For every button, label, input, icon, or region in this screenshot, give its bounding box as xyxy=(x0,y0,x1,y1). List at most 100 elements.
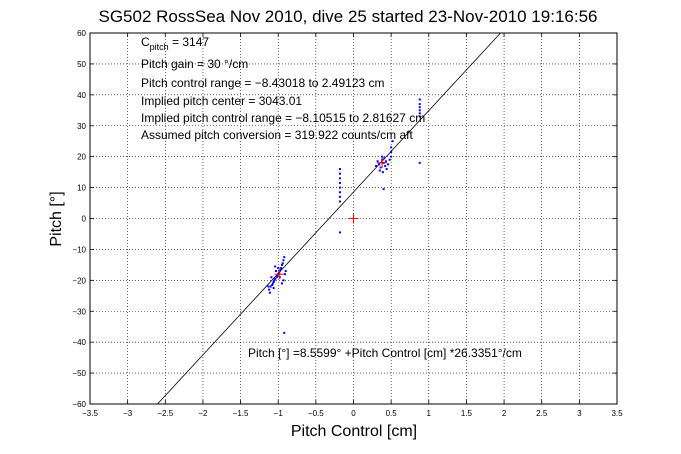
data-point xyxy=(382,188,385,191)
data-point xyxy=(269,285,272,288)
data-point xyxy=(282,279,285,282)
fit-equation-label: Pitch [°] =8.5599° +Pitch Control [cm] *… xyxy=(248,346,522,360)
data-point xyxy=(418,109,421,112)
data-point xyxy=(390,146,393,149)
data-point xyxy=(375,164,378,167)
annotation-implied-center: Implied pitch center = 3043.01 xyxy=(141,94,302,108)
data-point xyxy=(338,172,341,175)
data-point xyxy=(338,168,341,171)
data-point xyxy=(271,283,274,286)
x-tick-label: −0.5 xyxy=(308,409,324,418)
data-point xyxy=(282,259,285,262)
x-tick-label: −1.5 xyxy=(233,409,249,418)
data-point xyxy=(384,160,387,163)
data-point xyxy=(275,276,278,279)
data-point xyxy=(274,277,277,280)
data-point xyxy=(378,163,381,166)
data-point xyxy=(280,266,283,269)
data-point xyxy=(379,166,382,169)
data-point xyxy=(390,155,393,158)
data-point xyxy=(418,161,421,164)
data-point xyxy=(272,287,275,290)
y-tick-label: −30 xyxy=(72,307,86,316)
x-tick-label: 3 xyxy=(577,409,582,418)
x-axis-label: Pitch Control [cm] xyxy=(291,423,417,440)
x-tick-label: 2.5 xyxy=(536,409,548,418)
data-point xyxy=(271,282,274,285)
data-point xyxy=(418,112,421,115)
y-tick-label: −20 xyxy=(72,276,86,285)
data-point xyxy=(280,282,283,285)
data-point xyxy=(418,103,421,106)
data-point xyxy=(277,271,280,274)
data-point xyxy=(279,268,282,271)
data-point xyxy=(272,280,275,283)
annotation-assumed-conversion: Assumed pitch conversion = 319.922 count… xyxy=(141,128,413,142)
x-tick-label: 2 xyxy=(502,409,507,418)
data-point xyxy=(381,171,384,174)
data-point xyxy=(338,181,341,184)
data-point xyxy=(390,151,393,154)
x-tick-label: −3 xyxy=(123,409,133,418)
x-tick-label: −2 xyxy=(198,409,208,418)
data-point xyxy=(391,140,394,143)
data-points xyxy=(267,98,421,334)
data-point xyxy=(418,115,421,118)
data-point xyxy=(281,262,284,265)
data-point xyxy=(338,231,341,234)
data-point xyxy=(276,274,279,277)
x-tick-label: 1 xyxy=(427,409,432,418)
data-point xyxy=(383,157,386,160)
y-tick-label: 40 xyxy=(77,91,86,100)
x-tick-label: 1.5 xyxy=(461,409,473,418)
data-point xyxy=(270,276,273,279)
data-point xyxy=(267,285,270,288)
y-tick-label: −40 xyxy=(72,338,86,347)
x-tick-label: 0.5 xyxy=(386,409,398,418)
data-point xyxy=(385,168,388,171)
data-point xyxy=(378,169,381,172)
y-tick-label: 50 xyxy=(77,60,86,69)
x-tick-labels: −3.5 −3 −2.5 −2 −1.5 −1 −0.5 0 0.5 1 1.5 2 2.5 3 3.5 xyxy=(82,409,623,418)
y-axis-label: Pitch [°] xyxy=(48,191,65,246)
data-point xyxy=(283,331,286,334)
data-point xyxy=(388,158,391,161)
data-point xyxy=(283,256,286,259)
data-point xyxy=(376,160,379,163)
data-point xyxy=(338,195,341,198)
fit-line-layer xyxy=(157,32,501,405)
data-point xyxy=(284,270,287,273)
data-point xyxy=(418,106,421,109)
annotation-pitch-gain: Pitch gain = 30 °/cm xyxy=(141,57,248,71)
y-tick-label: −50 xyxy=(72,369,86,378)
x-tick-label: −3.5 xyxy=(82,409,98,418)
y-tick-label: 60 xyxy=(77,29,86,38)
data-point xyxy=(274,270,277,273)
fit-line xyxy=(157,32,501,405)
x-tick-label: −1 xyxy=(274,409,284,418)
annotation-c-pitch: Cpitch = 3147 xyxy=(141,35,209,52)
data-point xyxy=(381,155,384,158)
data-point xyxy=(338,200,341,203)
data-point xyxy=(283,273,286,276)
y-tick-label: 20 xyxy=(77,153,86,162)
data-point xyxy=(277,266,280,269)
data-point xyxy=(268,291,271,294)
data-point xyxy=(280,263,283,266)
data-point xyxy=(274,265,277,268)
data-point xyxy=(273,279,276,282)
chart-title: SG502 RossSea Nov 2010, dive 25 started … xyxy=(99,7,598,26)
data-point xyxy=(338,191,341,194)
y-tick-label: −60 xyxy=(72,400,86,409)
data-point xyxy=(384,164,387,167)
data-point xyxy=(418,98,421,101)
annotation-block: Cpitch = 3147 Pitch gain = 30 °/cm Pitch… xyxy=(141,35,522,360)
y-tick-label: 10 xyxy=(77,184,86,193)
y-tick-label: −10 xyxy=(72,245,86,254)
x-tick-label: 0 xyxy=(351,409,356,418)
data-point xyxy=(338,177,341,180)
y-tick-labels: −60 −50 −40 −30 −20 −10 0 10 20 30 40 50 60 xyxy=(72,29,86,409)
center-marker xyxy=(274,269,285,280)
axes-frame xyxy=(89,32,618,405)
